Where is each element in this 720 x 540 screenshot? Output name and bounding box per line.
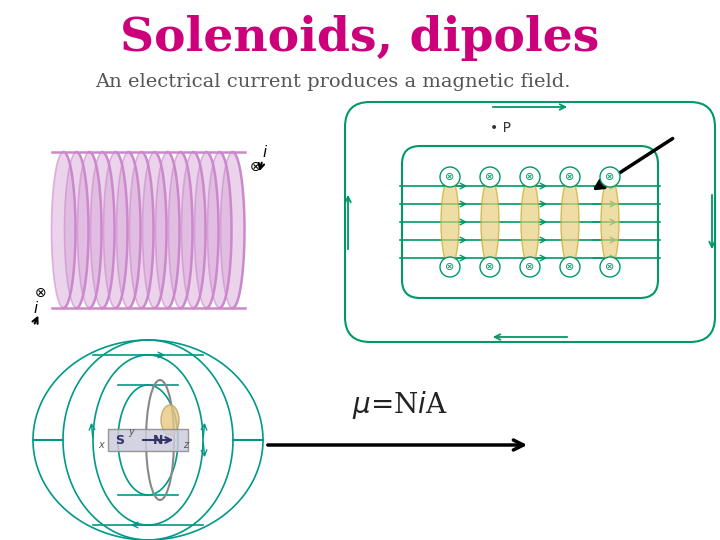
- Ellipse shape: [220, 152, 245, 308]
- Text: ⊗: ⊗: [250, 160, 261, 174]
- Text: ⊗: ⊗: [35, 286, 47, 300]
- Circle shape: [520, 257, 540, 277]
- Ellipse shape: [168, 152, 192, 308]
- Circle shape: [520, 167, 540, 187]
- Ellipse shape: [117, 152, 140, 308]
- Text: y: y: [128, 427, 134, 437]
- Text: ⊗: ⊗: [565, 172, 575, 182]
- Text: ⊗: ⊗: [606, 172, 615, 182]
- Ellipse shape: [194, 152, 218, 308]
- Text: Solenoids, dipoles: Solenoids, dipoles: [120, 15, 600, 61]
- FancyBboxPatch shape: [108, 429, 188, 451]
- Text: ⊗: ⊗: [565, 262, 575, 272]
- Text: ⊗: ⊗: [485, 172, 495, 182]
- Circle shape: [600, 167, 620, 187]
- Text: z: z: [183, 440, 188, 450]
- Ellipse shape: [481, 177, 499, 267]
- Text: • P: • P: [490, 121, 511, 135]
- Ellipse shape: [143, 152, 166, 308]
- Ellipse shape: [130, 152, 153, 308]
- Ellipse shape: [181, 152, 205, 308]
- Ellipse shape: [521, 177, 539, 267]
- Text: i: i: [34, 301, 37, 316]
- Text: $\mu$=N$i$A: $\mu$=N$i$A: [352, 389, 448, 421]
- Text: ⊗: ⊗: [526, 172, 535, 182]
- Circle shape: [480, 257, 500, 277]
- Ellipse shape: [104, 152, 127, 308]
- Ellipse shape: [65, 152, 89, 308]
- Text: ⊗: ⊗: [606, 262, 615, 272]
- Ellipse shape: [601, 177, 619, 267]
- Text: ⊗: ⊗: [445, 262, 455, 272]
- Circle shape: [600, 257, 620, 277]
- Ellipse shape: [78, 152, 102, 308]
- Ellipse shape: [561, 177, 579, 267]
- Text: An electrical current produces a magnetic field.: An electrical current produces a magneti…: [95, 73, 570, 91]
- Ellipse shape: [156, 152, 179, 308]
- Ellipse shape: [161, 405, 179, 435]
- Text: x: x: [98, 440, 104, 450]
- Ellipse shape: [207, 152, 232, 308]
- Ellipse shape: [441, 177, 459, 267]
- Text: S: S: [115, 434, 125, 447]
- Text: i: i: [263, 145, 266, 160]
- Text: ⊗: ⊗: [485, 262, 495, 272]
- Circle shape: [560, 167, 580, 187]
- Circle shape: [440, 167, 460, 187]
- Text: ⊗: ⊗: [445, 172, 455, 182]
- Circle shape: [440, 257, 460, 277]
- Circle shape: [560, 257, 580, 277]
- Ellipse shape: [91, 152, 114, 308]
- Ellipse shape: [52, 152, 76, 308]
- Circle shape: [480, 167, 500, 187]
- Text: N: N: [153, 434, 163, 447]
- Text: ⊗: ⊗: [526, 262, 535, 272]
